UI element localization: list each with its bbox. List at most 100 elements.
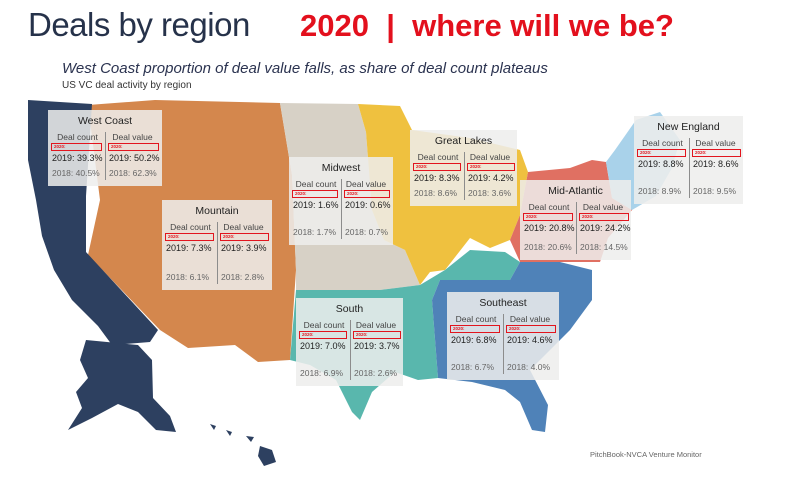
deal-value-2018: 2018: 62.3%	[109, 168, 157, 178]
placeholder-2020-value: 2020:	[467, 163, 515, 171]
region-card-west-coast: West Coast Deal count Deal value 2020: 2020:…	[48, 110, 162, 186]
column-divider	[217, 222, 218, 284]
deal-count-header: Deal count	[303, 320, 345, 330]
deal-value-header: Deal value	[509, 314, 551, 324]
placeholder-2020-count: 2020:	[637, 149, 686, 157]
deal-count-header: Deal count	[295, 179, 337, 189]
placeholder-2020-count: 2020:	[450, 325, 500, 333]
source-credit: PitchBook-NVCA Venture Monitor	[590, 450, 702, 459]
region-name: Great Lakes	[434, 135, 493, 147]
placeholder-2020-value: 2020:	[579, 213, 629, 221]
placeholder-2020-label: 2020:	[356, 332, 368, 337]
region-name: South	[335, 303, 364, 315]
region-name: Mid-Atlantic	[548, 185, 603, 197]
placeholder-2020-label: 2020:	[582, 214, 594, 219]
region-card-southeast: Southeast Deal count Deal value 2020: 2020: 2…	[447, 292, 559, 380]
placeholder-2020-label: 2020:	[54, 144, 66, 149]
placeholder-2020-label: 2020:	[302, 332, 314, 337]
deal-value-2018: 2018: 9.5%	[693, 186, 737, 196]
deal-value-2018: 2018: 14.5%	[580, 242, 628, 252]
page-title: Deals by region	[28, 6, 250, 43]
placeholder-2020-value: 2020:	[692, 149, 741, 157]
deal-count-2019: 2019: 8.8%	[638, 159, 684, 169]
placeholder-2020-label: 2020:	[168, 234, 180, 239]
deal-count-2019: 2019: 1.6%	[293, 200, 339, 210]
deal-count-2018: 2018: 20.6%	[524, 242, 572, 252]
column-divider	[341, 179, 342, 239]
deal-value-header: Deal value	[582, 202, 624, 212]
region-name: New England	[657, 121, 720, 133]
deal-value-header: Deal value	[355, 320, 397, 330]
deal-value-header: Deal value	[112, 132, 153, 142]
deal-value-2018: 2018: 2.6%	[354, 368, 398, 378]
deal-count-2018: 2018: 40.5%	[52, 168, 100, 178]
deal-value-2019: 2019: 3.7%	[354, 341, 400, 351]
placeholder-2020-count: 2020:	[292, 190, 338, 198]
banner-2020: 2020 | where will we be?	[300, 8, 674, 43]
deal-count-2019: 2019: 39.3%	[52, 153, 103, 163]
deal-value-header: Deal value	[469, 152, 511, 162]
deal-count-2018: 2018: 6.9%	[300, 368, 344, 378]
region-name: Midwest	[321, 162, 361, 174]
deal-count-2019: 2019: 20.8%	[524, 223, 575, 233]
column-divider	[350, 320, 351, 380]
placeholder-2020-label: 2020:	[640, 150, 652, 155]
deal-count-2018: 2018: 6.1%	[166, 272, 210, 282]
region-card-great-lakes: Great Lakes Deal count Deal value 2020: 2020…	[410, 130, 517, 206]
placeholder-2020-label: 2020:	[111, 144, 123, 149]
placeholder-2020-label: 2020:	[526, 214, 538, 219]
deal-value-header: Deal value	[345, 179, 387, 189]
tagline: West Coast proportion of deal value fall…	[62, 60, 548, 77]
deal-count-header: Deal count	[57, 132, 98, 142]
alaska-region	[68, 340, 176, 432]
hawaii-region	[210, 424, 276, 466]
deal-count-header: Deal count	[170, 222, 211, 232]
region-card-midwest: Midwest Deal count Deal value 2020: 2020: 201…	[289, 157, 393, 245]
deal-count-2018: 2018: 8.6%	[414, 188, 458, 198]
placeholder-2020-label: 2020:	[295, 191, 307, 196]
deal-value-2019: 2019: 50.2%	[109, 153, 160, 163]
placeholder-2020-count: 2020:	[523, 213, 573, 221]
placeholder-2020-count: 2020:	[165, 233, 214, 241]
region-card-mid-atlantic: Mid-Atlantic Deal count Deal value 2020: 202…	[520, 180, 631, 260]
deal-count-2018: 2018: 6.7%	[451, 362, 495, 372]
deal-value-2019: 2019: 3.9%	[221, 243, 267, 253]
deal-value-2019: 2019: 4.6%	[507, 335, 553, 345]
deal-value-2018: 2018: 4.0%	[507, 362, 551, 372]
placeholder-2020-value: 2020:	[506, 325, 556, 333]
deal-count-header: Deal count	[417, 152, 459, 162]
deal-value-2018: 2018: 2.8%	[221, 272, 265, 282]
region-card-south: South Deal count Deal value 2020: 2020: 2019:…	[296, 298, 403, 386]
deal-value-2018: 2018: 3.6%	[468, 188, 512, 198]
region-name: West Coast	[77, 115, 133, 127]
column-divider	[105, 132, 106, 180]
placeholder-2020-count: 2020:	[299, 331, 347, 339]
deal-count-2019: 2019: 7.3%	[166, 243, 212, 253]
placeholder-2020-count: 2020:	[51, 143, 102, 151]
column-divider	[576, 202, 577, 254]
subline: US VC deal activity by region	[62, 80, 192, 91]
deal-count-header: Deal count	[642, 138, 683, 148]
placeholder-2020-label: 2020:	[509, 326, 521, 331]
deal-count-2019: 2019: 6.8%	[451, 335, 497, 345]
deal-value-header: Deal value	[223, 222, 264, 232]
placeholder-2020-value: 2020:	[353, 331, 401, 339]
deal-count-2018: 2018: 1.7%	[293, 227, 337, 237]
placeholder-2020-label: 2020:	[223, 234, 235, 239]
deal-count-header: Deal count	[528, 202, 570, 212]
placeholder-2020-label: 2020:	[470, 164, 482, 169]
region-name: Southeast	[479, 297, 527, 309]
deal-value-2019: 2019: 0.6%	[345, 200, 391, 210]
placeholder-2020-value: 2020:	[108, 143, 159, 151]
column-divider	[689, 138, 690, 198]
deal-value-header: Deal value	[695, 138, 736, 148]
deal-count-header: Deal count	[455, 314, 497, 324]
column-divider	[503, 314, 504, 374]
placeholder-2020-label: 2020:	[453, 326, 465, 331]
column-divider	[464, 152, 465, 200]
placeholder-2020-label: 2020:	[347, 191, 359, 196]
deal-count-2018: 2018: 8.9%	[638, 186, 682, 196]
region-card-new-england: New England Deal count Deal value 2020: 2020…	[634, 116, 743, 204]
region-name: Mountain	[195, 205, 239, 217]
placeholder-2020-label: 2020:	[695, 150, 707, 155]
